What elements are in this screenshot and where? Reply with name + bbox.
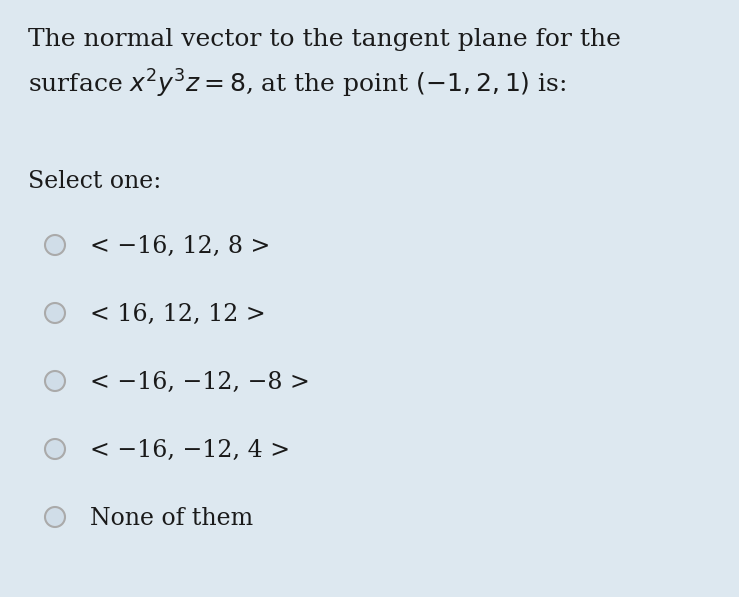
Circle shape: [45, 303, 65, 323]
Circle shape: [45, 371, 65, 391]
Text: < −16, 12, 8 >: < −16, 12, 8 >: [90, 235, 270, 258]
Text: surface $x^2y^3z = 8$, at the point $(-1, 2, 1)$ is:: surface $x^2y^3z = 8$, at the point $(-1…: [28, 68, 566, 100]
Circle shape: [45, 235, 65, 255]
Circle shape: [45, 507, 65, 527]
Circle shape: [45, 439, 65, 459]
Text: < −16, −12, 4 >: < −16, −12, 4 >: [90, 439, 290, 462]
Text: < 16, 12, 12 >: < 16, 12, 12 >: [90, 303, 266, 326]
Text: The normal vector to the tangent plane for the: The normal vector to the tangent plane f…: [28, 28, 621, 51]
Text: Select one:: Select one:: [28, 170, 161, 193]
Text: < −16, −12, −8 >: < −16, −12, −8 >: [90, 371, 310, 394]
Text: None of them: None of them: [90, 507, 253, 530]
